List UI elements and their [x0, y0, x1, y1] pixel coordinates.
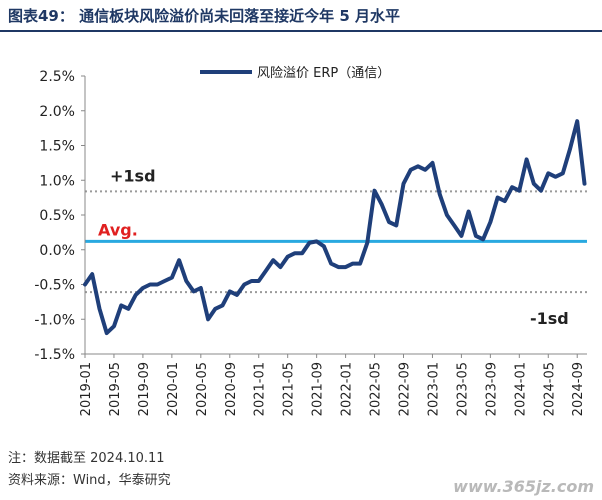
x-tick-label: 2023-01 — [426, 362, 441, 416]
x-tick-label: 2023-05 — [455, 362, 470, 416]
y-tick-label: -1.5% — [34, 347, 75, 363]
legend-label: 风险溢价 ERP（通信） — [257, 66, 390, 81]
x-tick-label: 2021-05 — [282, 362, 297, 416]
series-layer — [83, 119, 587, 336]
x-tick-label: 2019-05 — [108, 362, 123, 416]
legend: 风险溢价 ERP（通信） — [200, 66, 390, 81]
y-tick-label: 1.0% — [39, 173, 75, 189]
y-tick-label: 2.5% — [39, 69, 75, 85]
y-tick-label: 1.5% — [39, 139, 75, 155]
y-tick-label: -0.5% — [34, 278, 75, 294]
x-tick-label: 2019-09 — [137, 362, 152, 416]
watermark: www.365jz.com — [453, 477, 594, 496]
axis-layer: -1.5% -1.0% -0.5% 0.0% 0.5% 1.0% 1.5% 2.0% 2.5% 2… — [34, 69, 587, 416]
plus-1sd-label: +1sd — [110, 166, 156, 185]
x-tick-label: 2022-05 — [369, 362, 384, 416]
title-bar: 图表49： 通信板块风险溢价尚未回落至接近今年 5 月水平 — [0, 0, 602, 32]
note-date: 注：数据截至 2024.10.11 — [8, 451, 165, 466]
reference-layer — [85, 190, 587, 294]
x-tick-label: 2024-01 — [513, 362, 528, 416]
notes: 注：数据截至 2024.10.11 资料来源：Wind，华泰研究 — [8, 448, 171, 492]
minus-1sd-label: -1sd — [530, 309, 569, 328]
y-tick-label: -1.0% — [34, 312, 75, 328]
x-tick-label: 2020-01 — [166, 362, 181, 416]
x-tick-label: 2023-09 — [484, 362, 499, 416]
x-tick-label: 2022-01 — [340, 362, 355, 416]
y-tick-label: 0.0% — [39, 243, 75, 259]
avg-label: Avg. — [98, 220, 138, 239]
x-tick-label: 2021-01 — [253, 362, 268, 416]
x-tick-label: 2020-05 — [195, 362, 210, 416]
x-tick-label: 2024-09 — [571, 362, 586, 416]
x-tick-label: 2019-01 — [79, 362, 94, 416]
note-source: 资料来源：Wind，华泰研究 — [8, 473, 171, 488]
y-tick-label: 2.0% — [39, 104, 75, 120]
chart-svg: -1.5% -1.0% -0.5% 0.0% 0.5% 1.0% 1.5% 2.0% 2.5% 2… — [34, 66, 587, 416]
label-layer: +1sd Avg. -1sd — [98, 166, 569, 328]
x-tick-label: 2021-09 — [311, 362, 326, 416]
y-tick-label: 0.5% — [39, 208, 75, 224]
x-tick-label: 2024-05 — [542, 362, 557, 416]
x-tick-label: 2022-09 — [398, 362, 413, 416]
x-tick-label: 2020-09 — [224, 362, 239, 416]
erp-series-line — [83, 119, 587, 336]
chart-title: 图表49： 通信板块风险溢价尚未回落至接近今年 5 月水平 — [8, 7, 400, 25]
